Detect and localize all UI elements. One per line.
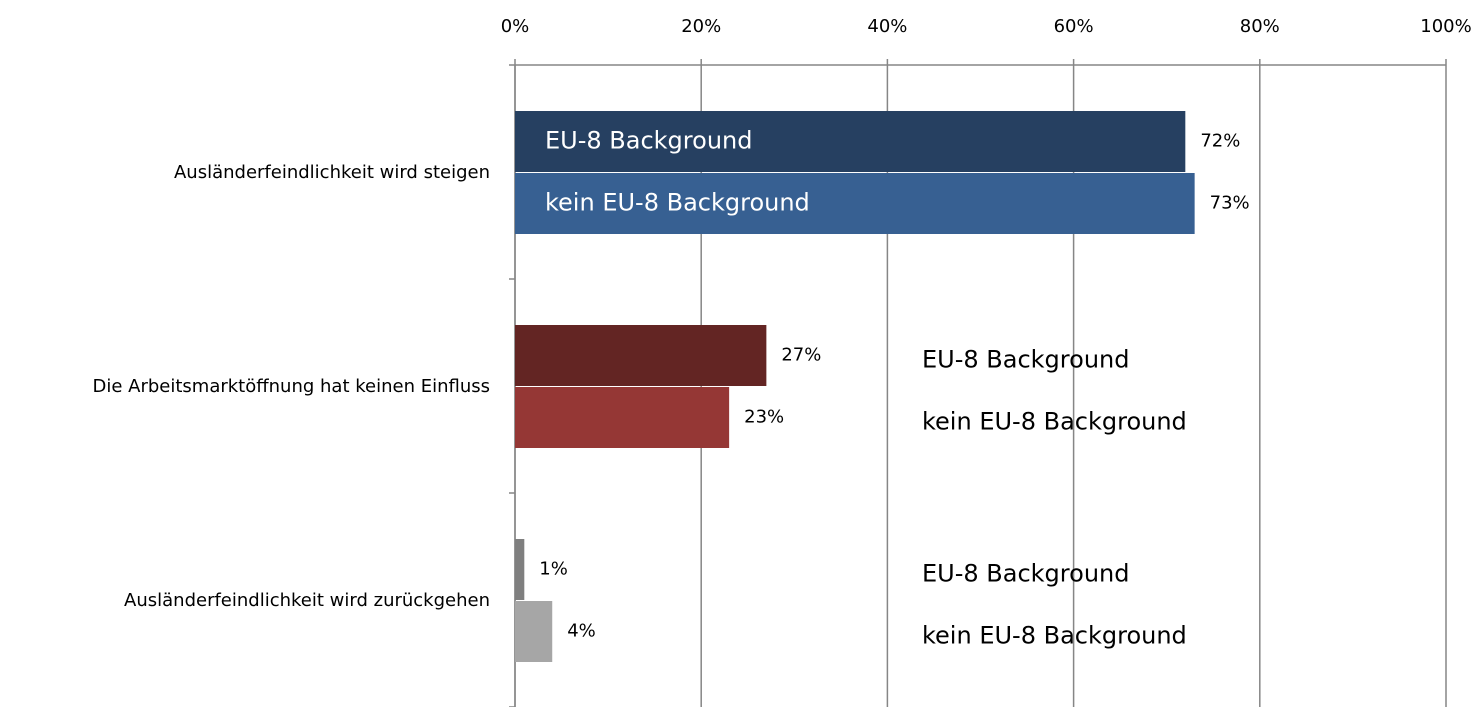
category-label: Die Arbeitsmarktöffnung hat keinen Einfl… xyxy=(92,376,490,397)
series-label: EU-8 Background xyxy=(922,346,1129,374)
value-label: 23% xyxy=(744,407,784,428)
x-tick-label: 60% xyxy=(1054,16,1094,37)
x-tick-label: 80% xyxy=(1240,16,1280,37)
value-label: 73% xyxy=(1210,193,1250,214)
bar xyxy=(515,325,767,386)
value-label: 1% xyxy=(539,559,568,580)
value-label: 27% xyxy=(781,345,821,366)
category-label: Ausländerfeindlichkeit wird steigen xyxy=(174,162,490,183)
series-label: kein EU-8 Background xyxy=(922,622,1187,650)
x-tick-label: 40% xyxy=(867,16,907,37)
series-label: kein EU-8 Background xyxy=(922,408,1187,436)
bar xyxy=(515,173,1195,234)
value-label: 72% xyxy=(1200,131,1240,152)
series-label: EU-8 Background xyxy=(545,127,752,155)
bar xyxy=(515,111,1186,172)
series-label: EU-8 Background xyxy=(922,560,1129,588)
bar xyxy=(515,539,525,600)
category-label: Ausländerfeindlichkeit wird zurückgehen xyxy=(124,590,490,611)
series-label: kein EU-8 Background xyxy=(545,189,810,217)
x-tick-label: 0% xyxy=(501,16,530,37)
value-label: 4% xyxy=(567,621,596,642)
bar xyxy=(515,387,730,448)
x-tick-label: 100% xyxy=(1420,16,1471,37)
x-tick-label: 20% xyxy=(681,16,721,37)
bar xyxy=(515,601,553,662)
